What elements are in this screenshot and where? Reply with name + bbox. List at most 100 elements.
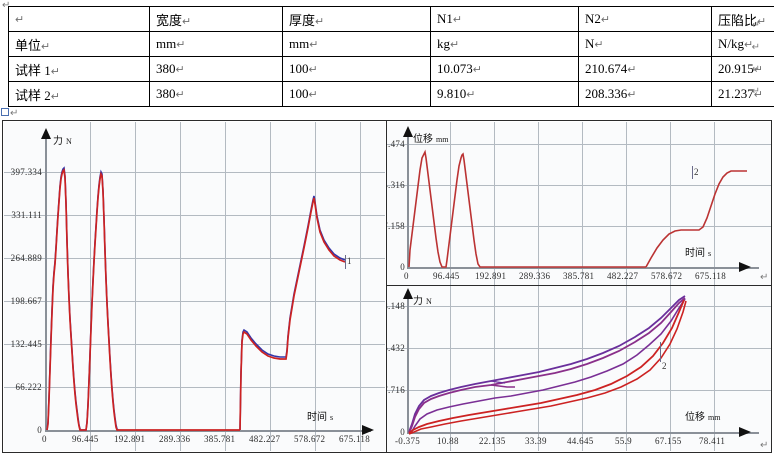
x-tick-label: 192.891 <box>475 271 507 281</box>
gridline-v <box>626 122 627 285</box>
displacement-time-curves <box>408 149 747 268</box>
y-axis-line <box>407 132 409 267</box>
y-tick-label: 66.222 <box>15 382 42 392</box>
gridline-v <box>626 286 627 451</box>
series-label-2: 2 <box>662 361 667 371</box>
gridline-v <box>714 122 715 285</box>
anchor-handle <box>1 108 9 116</box>
chart-divider-horizontal <box>386 285 771 286</box>
table-cell-row-label: 试样 1↵ <box>8 56 150 82</box>
x-axis-line <box>45 430 371 432</box>
paragraph-mark-below-table: ↵ <box>10 108 19 119</box>
x-tick-label: 67.155 <box>655 436 682 446</box>
gridline-v <box>538 286 539 451</box>
x-tick-label: 10.88 <box>437 436 459 446</box>
y-tick-label: 81.474 <box>387 139 405 149</box>
x-tick-label: 78.411 <box>699 436 726 446</box>
table-cell: 9.810↵ <box>430 81 579 107</box>
gridline-v <box>270 122 271 451</box>
gridline-v <box>90 122 91 451</box>
gridline-v <box>582 286 583 451</box>
gridline-v <box>450 286 451 451</box>
y-tick-label: 397.334 <box>10 167 42 177</box>
y-axis-line <box>45 134 47 431</box>
table-cell: kg↵ <box>430 31 579 57</box>
table-cell: 21.237↵ <box>711 81 774 107</box>
table-container: ↵ 宽度↵ 厚度↵ N1↵ N2↵ 压陷比↵ 单位↵ mm↵ mm↵ kg↵ N… <box>8 6 774 107</box>
gridline-h <box>387 185 771 186</box>
table-header-cell-thickness: 厚度↵ <box>282 6 431 32</box>
table-cell: 10.073↵ <box>430 56 579 82</box>
y-axis-title: 位移 mm <box>413 134 449 145</box>
table-row: 单位↵ mm↵ mm↵ kg↵ N↵ N/kg↵ <box>8 31 774 57</box>
table-cell: 100↵ <box>282 56 431 82</box>
x-tick-label: 578.672 <box>651 271 683 281</box>
gridline-h <box>387 226 771 227</box>
gridline-h <box>4 344 385 345</box>
paragraph-mark-row: ↵ <box>751 86 760 97</box>
series-label-1: 1 <box>347 256 352 266</box>
gridline-h <box>4 387 385 388</box>
x-axis-arrow-icon <box>362 425 374 435</box>
y-axis-arrow-icon <box>403 126 413 137</box>
x-axis-title: 时间 s <box>307 412 334 423</box>
x-tick-label: 33.39 <box>525 436 547 446</box>
y-tick-label: 0 <box>400 427 405 437</box>
x-axis-arrow-icon <box>739 262 751 272</box>
table-header-cell-ratio: 压陷比↵ <box>711 6 774 32</box>
gridline-v <box>494 122 495 285</box>
x-tick-label: 22.135 <box>479 436 506 446</box>
y-tick-label: 198.667 <box>10 296 42 306</box>
y-axis-line <box>407 294 409 433</box>
gridline-h <box>4 172 385 173</box>
gridline-h <box>387 144 771 145</box>
table-header-cell-n2: N2↵ <box>578 6 712 32</box>
gridline-v <box>135 122 136 451</box>
x-tick-label: 0 <box>404 271 409 281</box>
table-cell: 210.674↵ <box>578 56 712 82</box>
gridline-v <box>714 286 715 451</box>
y-tick-label: 0 <box>37 425 42 435</box>
x-tick-label: 385.781 <box>204 434 236 444</box>
table-cell: 380↵ <box>149 56 283 82</box>
gridline-h <box>4 301 385 302</box>
gridline-h <box>387 390 771 391</box>
gridline-h <box>4 258 385 259</box>
force-displacement-curves <box>408 295 687 435</box>
table-header-cell-blank: ↵ <box>8 6 150 32</box>
gridline-v <box>225 122 226 451</box>
paragraph-mark-row: ↵ <box>751 64 760 75</box>
paragraph-mark-bottom: ↵ <box>760 440 769 451</box>
x-tick-label: 385.781 <box>563 271 595 281</box>
gridline-h <box>387 348 771 349</box>
x-axis-title: 时间 s <box>685 248 712 259</box>
table-cell: 20.915↵ <box>711 56 774 82</box>
y-tick-label: 0 <box>400 262 405 272</box>
chart-divider-vertical <box>386 121 387 452</box>
gridline-v <box>670 122 671 285</box>
gridline-v <box>180 122 181 451</box>
x-tick-label: 44.645 <box>567 436 594 446</box>
x-tick-label: 578.672 <box>294 434 326 444</box>
y-tick-label: 275.432 <box>387 343 405 353</box>
y-tick-label: 132.445 <box>10 339 42 349</box>
x-tick-label: 192.891 <box>114 434 146 444</box>
y-tick-label: 264.889 <box>10 253 42 263</box>
x-tick-label: 289.336 <box>159 434 191 444</box>
table-cell: N/kg↵ <box>711 31 774 57</box>
table-row: 试样 2↵ 380↵ 100↵ 9.810↵ 208.336↵ 21.237↵ <box>8 81 774 107</box>
y-tick-label: 27.158 <box>387 221 405 231</box>
force-time-curves <box>46 166 346 431</box>
paragraph-mark-row: ↵ <box>751 42 760 53</box>
series-marker-tick <box>660 342 661 362</box>
table-cell: 380↵ <box>149 81 283 107</box>
table-header-cell-n1: N1↵ <box>430 6 579 32</box>
x-tick-label: 55.9 <box>615 436 632 446</box>
y-tick-label: 413.148 <box>387 301 405 311</box>
table-cell: mm↵ <box>149 31 283 57</box>
